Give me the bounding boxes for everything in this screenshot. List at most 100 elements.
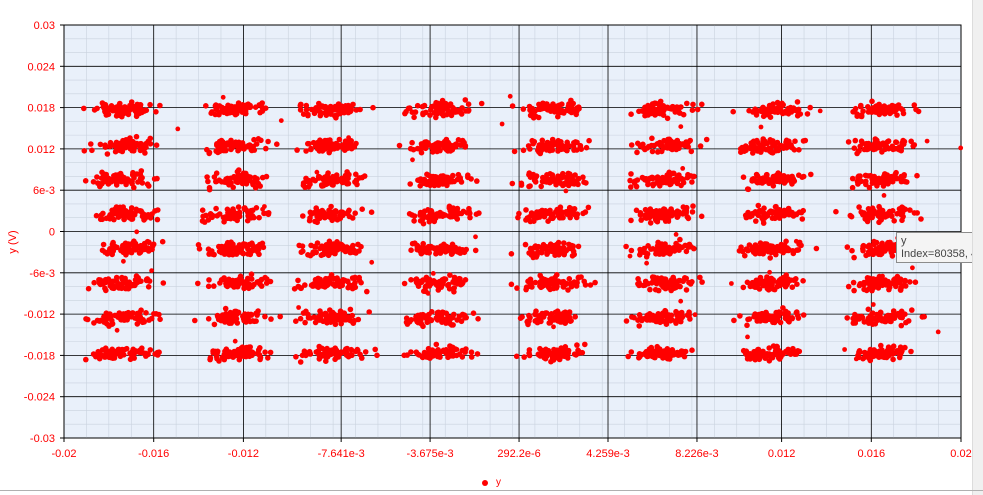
data-point [895, 310, 902, 317]
data-point [767, 255, 773, 261]
data-point [205, 178, 211, 185]
data-point [540, 241, 547, 248]
data-point [267, 349, 274, 356]
data-point [468, 354, 475, 360]
data-point [230, 108, 237, 115]
data-point [96, 318, 103, 324]
vertical-scrollbar[interactable] [972, 0, 983, 495]
data-point [520, 106, 527, 112]
data-point [474, 351, 481, 357]
data-point [295, 277, 301, 284]
data-point [858, 112, 865, 118]
data-point [425, 172, 432, 178]
data-point [448, 109, 455, 116]
data-point [692, 312, 698, 318]
data-point [255, 351, 262, 358]
data-point [240, 250, 247, 257]
data-point [256, 214, 262, 221]
data-point [654, 245, 661, 252]
data-point [690, 203, 696, 209]
data-point [321, 214, 328, 221]
data-point [246, 312, 253, 319]
data-point [852, 105, 859, 112]
data-point [652, 216, 659, 223]
x-tick-label: 0.016 [858, 448, 886, 460]
data-point [789, 284, 796, 291]
data-point [441, 276, 448, 282]
data-point [911, 210, 918, 216]
data-point [238, 345, 245, 351]
data-point [758, 278, 764, 285]
data-point [680, 166, 686, 171]
data-point [237, 245, 243, 251]
data-point [262, 105, 269, 111]
data-point [116, 143, 123, 149]
data-point [538, 147, 545, 154]
data-point [265, 210, 272, 216]
data-point [678, 315, 685, 321]
data-point [882, 318, 889, 325]
data-points [81, 93, 964, 365]
data-point [891, 218, 897, 224]
data-point [849, 247, 855, 254]
data-point [235, 141, 242, 147]
data-point [434, 317, 441, 323]
data-point [257, 356, 263, 363]
data-point [128, 209, 134, 216]
data-point [869, 279, 875, 286]
data-point [147, 135, 154, 142]
data-point [368, 209, 375, 215]
data-point [761, 205, 767, 211]
data-point [430, 279, 436, 286]
data-point [447, 214, 454, 220]
data-point [566, 101, 572, 107]
data-point [432, 110, 438, 116]
data-point [102, 177, 109, 183]
data-point [524, 318, 531, 325]
x-tick-label: -3.675e-3 [407, 448, 454, 460]
data-point [159, 238, 166, 245]
data-point [462, 97, 469, 103]
data-point [551, 324, 556, 330]
data-point [444, 182, 450, 189]
data-point [780, 305, 786, 311]
data-point [111, 173, 117, 179]
data-point [864, 352, 870, 359]
data-point [211, 283, 217, 289]
data-point [97, 277, 104, 283]
data-point [775, 104, 782, 111]
data-point [122, 240, 129, 247]
data-point [346, 317, 353, 324]
legend[interactable]: y [482, 477, 501, 488]
data-point [566, 276, 573, 282]
data-point [408, 349, 414, 355]
data-point [668, 314, 674, 320]
data-point [97, 216, 104, 223]
data-point [206, 186, 213, 193]
data-point [740, 174, 747, 180]
data-point [101, 314, 107, 320]
data-point [137, 102, 143, 108]
data-point [575, 243, 582, 250]
data-point [82, 178, 89, 184]
data-point [766, 180, 772, 187]
data-point [851, 254, 857, 261]
data-point [857, 143, 863, 150]
data-point [898, 178, 905, 185]
data-point [876, 175, 882, 182]
data-point [243, 316, 249, 323]
data-point [661, 311, 667, 317]
data-point [344, 345, 350, 352]
data-point [813, 245, 820, 252]
data-point [149, 268, 155, 274]
data-point [100, 281, 106, 287]
data-point [133, 133, 140, 140]
data-point [677, 236, 683, 243]
data-point [138, 208, 144, 214]
data-point [742, 350, 749, 357]
data-point [794, 113, 801, 119]
data-point [548, 244, 555, 250]
data-point [121, 216, 127, 222]
data-point [237, 273, 244, 280]
